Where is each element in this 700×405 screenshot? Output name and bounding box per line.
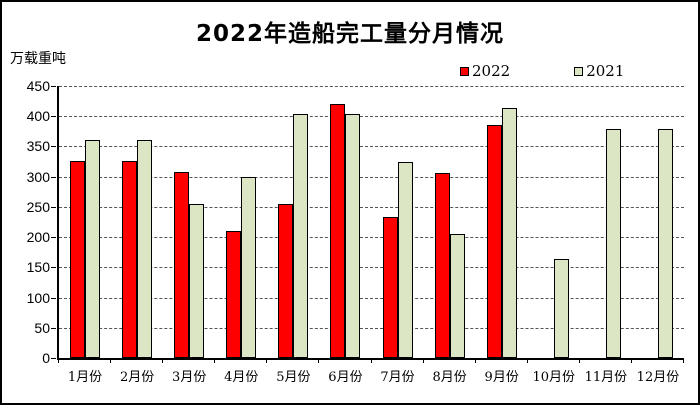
bar-2021-6月份	[345, 114, 361, 358]
x-axis-tick-0	[58, 359, 59, 363]
bar-2022-7月份	[382, 217, 398, 358]
x-axis-tick-7	[422, 359, 424, 363]
x-axis-label-10月份: 10月份	[532, 370, 576, 385]
bar-2021-2月份	[137, 140, 153, 358]
x-axis-label-2月份: 2月份	[119, 370, 155, 385]
bar-2021-7月份	[397, 162, 413, 358]
y-axis-unit-label: 万载重吨	[10, 51, 66, 67]
y-axis-label-400: 400	[26, 108, 50, 125]
x-axis-label-9月份: 9月份	[484, 370, 519, 385]
x-axis-tick-3	[214, 359, 216, 363]
y-axis-tick-100	[51, 297, 56, 299]
legend-item-2022: 2022	[460, 62, 510, 80]
bar-2021-3月份	[189, 204, 205, 358]
y-axis-label-0: 0	[42, 350, 50, 366]
bar-2021-5月份	[293, 114, 309, 358]
x-axis-tick-8	[474, 359, 476, 363]
legend-swatch-2022	[460, 66, 469, 76]
gridline-100	[59, 297, 684, 299]
y-axis-tick-250	[51, 206, 56, 208]
bar-2022-2月份	[122, 161, 138, 358]
x-axis-tick-2	[162, 359, 164, 363]
bar-2021-4月份	[241, 177, 257, 358]
gridline-200	[59, 237, 684, 239]
x-axis-label-8月份: 8月份	[432, 370, 467, 385]
y-axis-tick-300	[51, 176, 56, 178]
x-axis-label-6月份: 6月份	[328, 370, 363, 385]
bar-2022-3月份	[174, 172, 190, 358]
y-axis-tick-0	[51, 358, 56, 359]
x-axis-tick-10	[578, 359, 580, 363]
y-axis-label-200: 200	[26, 229, 50, 246]
bar-2021-11月份	[605, 129, 621, 358]
x-axis-label-3月份: 3月份	[172, 370, 207, 385]
bar-2022-9月份	[486, 125, 502, 358]
y-axis-tick-200	[51, 237, 56, 239]
x-axis-label-11月份: 11月份	[584, 370, 628, 385]
x-axis-tick-12	[683, 359, 684, 363]
y-axis-tick-150	[51, 267, 56, 269]
legend-label-2021: 2021	[586, 62, 625, 80]
bar-2021-9月份	[501, 108, 517, 358]
x-axis-tick-11	[630, 359, 632, 363]
gridline-350	[59, 146, 684, 148]
x-axis-label-4月份: 4月份	[224, 370, 259, 385]
legend-label-2022: 2022	[472, 62, 511, 80]
bar-2022-6月份	[330, 104, 346, 358]
y-axis-tick-400	[51, 116, 56, 118]
y-axis-label-350: 350	[26, 138, 50, 155]
x-axis-label-12月份: 12月份	[636, 370, 680, 385]
x-axis-label-7月份: 7月份	[380, 370, 415, 385]
y-axis-label-300: 300	[26, 168, 50, 185]
chart-title: 2022年造船完工量分月情况	[195, 21, 504, 47]
y-axis-label-50: 50	[34, 319, 50, 336]
bar-2022-1月份	[70, 161, 86, 358]
plot-area	[57, 86, 684, 360]
x-axis-tick-6	[370, 359, 372, 363]
legend-swatch-2021	[574, 66, 584, 76]
x-axis-label-1月份: 1月份	[67, 370, 103, 385]
y-axis-tick-50	[51, 327, 56, 329]
gridline-400	[59, 116, 684, 118]
gridline-300	[59, 176, 684, 178]
gridline-250	[59, 206, 684, 208]
x-axis-tick-5	[318, 359, 320, 363]
y-axis-tick-350	[51, 146, 56, 148]
bar-2021-12月份	[657, 129, 673, 358]
bar-2022-4月份	[226, 231, 242, 358]
x-axis-tick-1	[110, 359, 112, 363]
y-axis-label-250: 250	[26, 198, 50, 215]
y-axis-label-100: 100	[26, 289, 50, 306]
bar-2021-1月份	[85, 140, 101, 358]
y-axis-label-450: 450	[26, 78, 50, 94]
legend-item-2021: 2021	[574, 62, 624, 80]
gridline-450	[59, 86, 684, 87]
x-axis-tick-4	[266, 359, 268, 363]
gridline-50	[59, 327, 684, 329]
bar-2022-5月份	[278, 204, 294, 358]
bar-2021-10月份	[553, 259, 569, 358]
legend: 2022 2021	[460, 62, 624, 80]
bar-2021-8月份	[449, 234, 465, 358]
x-axis-tick-9	[526, 359, 528, 363]
bar-2022-8月份	[434, 173, 450, 358]
gridline-150	[59, 267, 684, 269]
y-axis-label-150: 150	[26, 259, 50, 276]
x-axis-label-5月份: 5月份	[276, 370, 311, 385]
y-axis-tick-450	[51, 86, 56, 87]
